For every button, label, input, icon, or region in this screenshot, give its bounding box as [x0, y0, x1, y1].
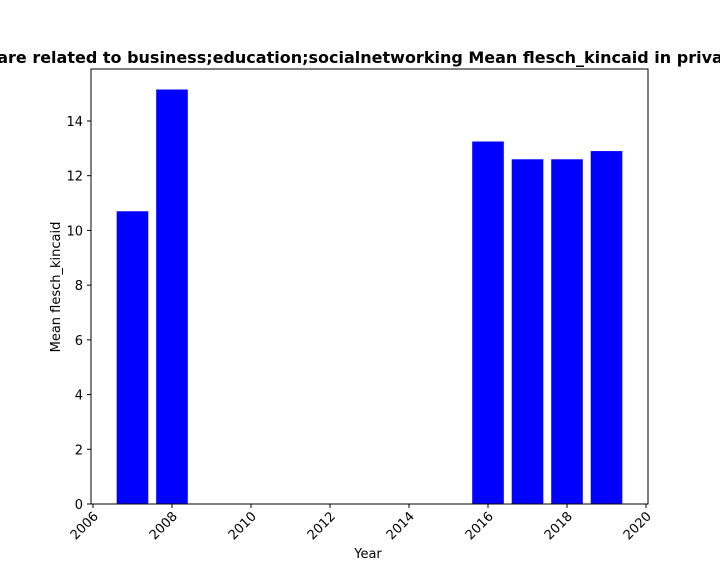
y-tick-label: 6 — [75, 334, 83, 349]
x-axis-label: Year — [353, 547, 382, 562]
x-axis-ticks: 2006 2008 2010 2012 2014 2016 2018 2020 — [68, 504, 655, 543]
x-tick-label: 2006 — [68, 509, 102, 543]
bar-2007 — [116, 211, 149, 504]
bar-2008 — [156, 89, 188, 505]
bar-2017 — [511, 159, 544, 504]
chart-title: are related to business;education;social… — [0, 48, 720, 67]
x-tick-label: 2010 — [226, 509, 260, 543]
x-tick-label: 2012 — [305, 509, 339, 543]
y-axis-label: Mean flesch_kincaid — [49, 222, 64, 353]
bars-group — [116, 89, 623, 505]
plot-frame — [90, 68, 649, 505]
x-tick-label: 2018 — [542, 509, 576, 543]
y-tick-label: 4 — [75, 389, 83, 404]
y-tick-label: 12 — [66, 170, 83, 185]
x-tick-label: 2014 — [384, 509, 418, 543]
bar-2019 — [590, 151, 623, 504]
bar-2018 — [551, 159, 583, 504]
x-tick-label: 2016 — [463, 509, 497, 543]
y-tick-label: 10 — [66, 224, 83, 239]
bar-2016 — [472, 141, 504, 504]
x-tick-label: 2020 — [621, 509, 655, 543]
y-tick-label: 14 — [66, 115, 83, 130]
x-tick-label: 2008 — [147, 509, 181, 543]
y-tick-label: 2 — [75, 443, 83, 458]
y-axis-ticks: 0 2 4 6 8 10 12 14 — [66, 115, 91, 513]
y-tick-label: 8 — [75, 279, 83, 294]
y-tick-label: 0 — [75, 498, 83, 513]
